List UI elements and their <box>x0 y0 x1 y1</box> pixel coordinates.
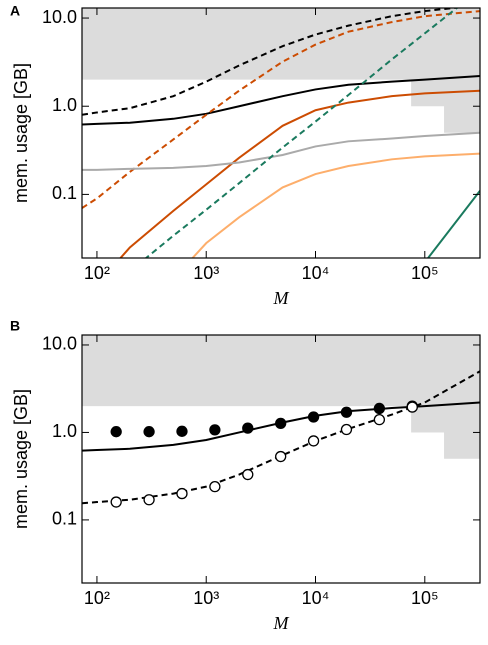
x-axis-label: M <box>273 288 290 308</box>
x-tick-label: 10³ <box>193 588 219 608</box>
data-point <box>340 423 353 436</box>
data-point <box>406 401 418 413</box>
data-point <box>209 481 221 493</box>
data-point <box>340 406 353 418</box>
panel-label: B <box>10 318 20 334</box>
y-tick-label: 0.1 <box>52 183 77 203</box>
series-line <box>82 8 463 116</box>
data-point <box>176 425 188 437</box>
series-line <box>82 10 480 209</box>
data-point <box>242 422 254 434</box>
series-line <box>119 89 480 258</box>
data-point <box>242 468 254 481</box>
data-point <box>307 435 320 447</box>
y-axis-label: mem. usage [GB] <box>11 63 31 203</box>
x-tick-label: 10² <box>84 263 110 283</box>
x-tick-label: 10⁴ <box>302 263 330 283</box>
data-point <box>176 487 188 500</box>
y-axis-label: mem. usage [GB] <box>11 389 31 529</box>
shaded-region <box>82 8 480 133</box>
plot-area <box>82 8 480 258</box>
data-point <box>110 496 122 508</box>
data-point <box>275 417 287 430</box>
x-tick-label: 10⁴ <box>302 588 330 608</box>
plot-frame <box>81 334 481 584</box>
y-tick-label: 10.0 <box>42 7 77 27</box>
series-line <box>144 8 459 258</box>
data-point <box>373 402 386 415</box>
data-point <box>307 411 320 423</box>
series-line <box>82 370 480 505</box>
plot-area <box>82 335 480 508</box>
data-point <box>373 414 386 426</box>
data-point <box>143 494 155 506</box>
x-tick-label: 10⁵ <box>411 263 438 283</box>
y-tick-label: 1.0 <box>52 421 77 441</box>
y-tick-label: 10.0 <box>42 334 77 354</box>
y-tick-label: 1.0 <box>52 95 77 115</box>
series-line <box>82 131 480 171</box>
y-tick-label: 0.1 <box>52 509 77 529</box>
x-tick-label: 10² <box>84 588 110 608</box>
x-axis-label: M <box>273 613 290 633</box>
data-point <box>209 424 221 436</box>
shaded-region <box>82 335 480 459</box>
series-line <box>191 152 480 258</box>
data-point <box>110 426 122 438</box>
plot-frame <box>81 7 481 259</box>
data-point <box>275 450 287 463</box>
series-line <box>82 75 480 126</box>
x-tick-label: 10⁵ <box>411 588 438 608</box>
x-tick-label: 10³ <box>193 263 219 283</box>
series-line <box>82 401 480 452</box>
panel-label: A <box>10 3 20 19</box>
data-point <box>143 426 155 438</box>
